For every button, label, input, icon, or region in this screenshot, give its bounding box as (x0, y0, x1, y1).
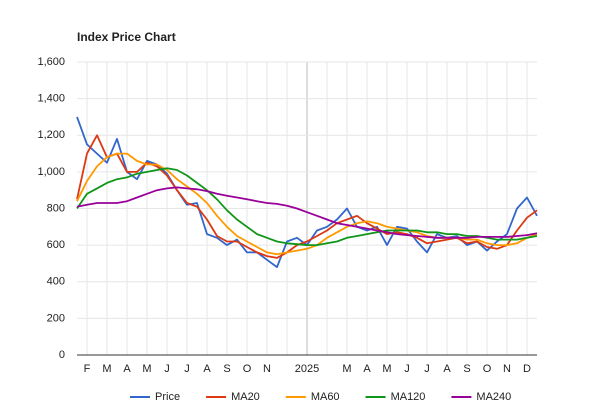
x-tick-label: N (263, 363, 271, 375)
y-tick-label: 1,600 (37, 56, 65, 68)
x-tick-label: A (203, 363, 211, 375)
y-tick-label: 1,000 (37, 166, 65, 178)
x-tick-label: F (84, 363, 91, 375)
x-tick-label: S (223, 363, 230, 375)
x-tick-label: M (142, 363, 151, 375)
y-tick-label: 1,200 (37, 129, 65, 141)
x-tick-label: A (363, 363, 371, 375)
x-tick-label: D (523, 363, 531, 375)
x-tick-label: J (184, 363, 190, 375)
series-line (76, 186, 538, 239)
y-tick-label: 600 (47, 239, 65, 251)
legend-label: MA20 (231, 391, 260, 403)
x-tick-label: 2025 (295, 363, 319, 375)
y-tick-label: 0 (59, 349, 65, 361)
x-tick-label: N (503, 363, 511, 375)
x-tick-label: A (443, 363, 451, 375)
y-tick-label: 800 (47, 202, 65, 214)
x-tick-label: O (243, 363, 252, 375)
legend-label: MA60 (311, 391, 340, 403)
y-tick-label: 400 (47, 276, 65, 288)
x-tick-label: A (123, 363, 131, 375)
x-tick-label: M (382, 363, 391, 375)
x-tick-label: J (404, 363, 410, 375)
series-line (76, 167, 538, 246)
x-tick-label: J (164, 363, 170, 375)
x-tick-label: M (102, 363, 111, 375)
legend-label: MA240 (476, 391, 511, 403)
y-tick-label: 200 (47, 312, 65, 324)
x-tick-label: S (463, 363, 470, 375)
chart-title: Index Price Chart (77, 30, 176, 44)
x-tick-label: M (342, 363, 351, 375)
x-tick-label: J (424, 363, 430, 375)
y-tick-label: 1,400 (37, 93, 65, 105)
legend-label: Price (155, 391, 180, 403)
legend-label: MA120 (391, 391, 426, 403)
x-tick-label: O (483, 363, 492, 375)
